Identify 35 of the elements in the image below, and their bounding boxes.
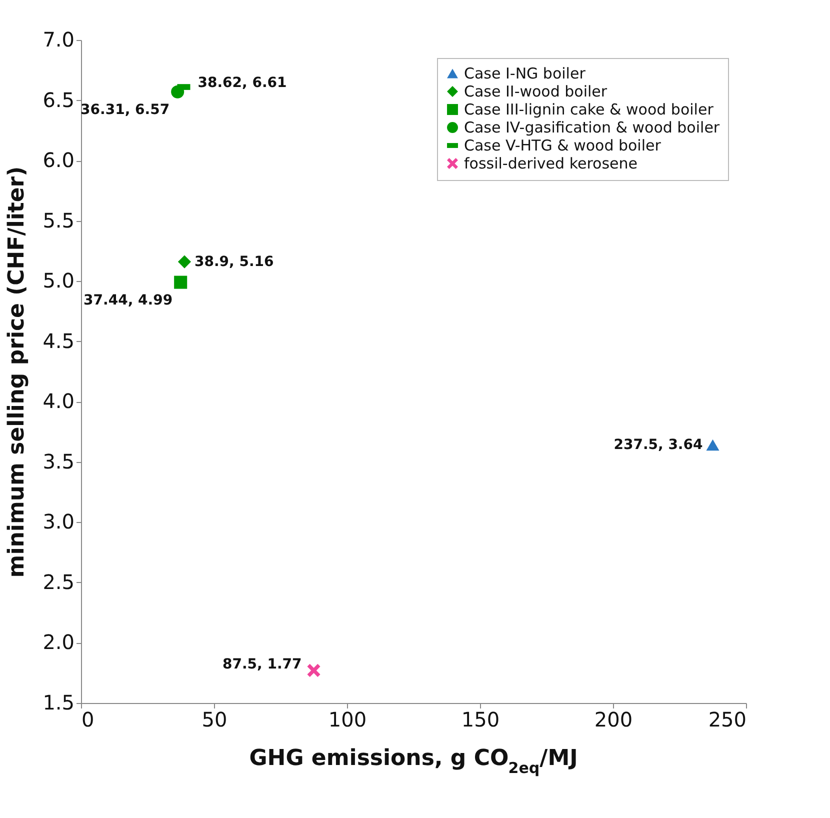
legend-label: Case III-lignin cake & wood boiler <box>464 100 714 118</box>
y-tick-label: 7.0 <box>42 28 74 52</box>
y-tick-label: 2.0 <box>42 630 74 654</box>
data-label: 237.5, 3.64 <box>614 437 703 454</box>
point <box>178 255 191 268</box>
y-tick-label: 1.5 <box>42 690 74 714</box>
legend-label: Case V-HTG & wood boiler <box>464 136 662 154</box>
legend-label: Case I-NG boiler <box>464 64 586 82</box>
legend-label: Case IV-gasification & wood boiler <box>464 118 720 136</box>
data-label: 38.9, 5.16 <box>194 254 274 270</box>
data-label: 36.31, 6.57 <box>80 102 170 118</box>
x-tick-label: 250 <box>708 708 746 732</box>
y-tick-label: 5.0 <box>42 268 74 293</box>
y-tick-label: 3.5 <box>42 449 74 474</box>
y-tick-label: 6.5 <box>42 88 74 112</box>
y-tick-label: 2.5 <box>42 570 74 594</box>
y-tick-label: 5.5 <box>42 208 74 232</box>
y-tick-label: 6.0 <box>42 148 74 172</box>
y-tick-label: 4.5 <box>42 328 74 353</box>
y-tick-label: 4.0 <box>42 389 74 414</box>
point <box>307 664 320 677</box>
point <box>706 439 720 451</box>
x-tick-label: 0 <box>82 708 94 732</box>
data-label: 87.5, 1.77 <box>222 656 302 672</box>
data-label: 37.44, 4.99 <box>84 292 173 308</box>
data-label: 38.62, 6.61 <box>198 75 287 92</box>
y-axis-title: minimum selling price (CHF/liter) <box>4 166 30 578</box>
point <box>174 276 188 289</box>
x-tick-label: 50 <box>202 708 228 732</box>
y-tick-label: 3.0 <box>42 510 74 534</box>
legend-label: Case II-wood boiler <box>464 82 608 100</box>
x-tick-label: 150 <box>461 708 500 732</box>
x-tick-label: 200 <box>594 708 633 732</box>
legend-label: fossil-derived kerosene <box>464 154 638 172</box>
x-tick-label: 100 <box>328 708 367 732</box>
